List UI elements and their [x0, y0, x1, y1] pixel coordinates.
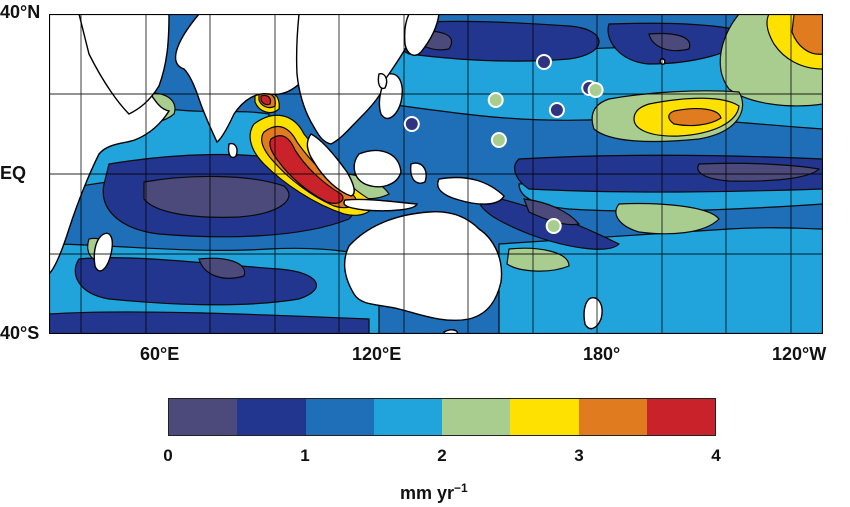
- lat-label-eq: EQ: [0, 163, 27, 183]
- graticule: [49, 14, 823, 334]
- colorbar-segment-1: [237, 399, 306, 435]
- rate-map: [48, 13, 824, 335]
- marker-green-2: [490, 132, 507, 148]
- colorbar-tick-1: 1: [300, 446, 310, 465]
- marker-green-3: [587, 82, 604, 98]
- colorbar-tick-2: 2: [437, 446, 447, 465]
- lat-label-40s: 40°S: [0, 323, 40, 343]
- lon-label-120w: 120°W: [772, 344, 827, 364]
- colorbar-tick-0: 0: [163, 446, 173, 465]
- lon-label-180: 180°: [583, 344, 621, 364]
- marker-dark-3: [548, 102, 565, 118]
- marker-dark-2: [536, 54, 552, 70]
- colorbar-tick-3: 3: [574, 446, 584, 465]
- colorbar-segment-2: [305, 399, 374, 435]
- colorbar-segment-0: [169, 399, 238, 435]
- lon-label-120e: 120°E: [352, 344, 402, 364]
- station-markers: [403, 54, 604, 234]
- colorbar-units: mm yr−1: [400, 481, 468, 504]
- colorbar: [168, 398, 716, 436]
- colorbar-segment-3: [373, 399, 442, 435]
- map-canvas: [48, 13, 824, 335]
- colorbar-segment-7: [646, 399, 715, 435]
- units-exponent: −1: [454, 481, 468, 495]
- land-masses: [49, 14, 666, 334]
- lon-label-60e: 60°E: [140, 344, 180, 364]
- marker-green-4: [545, 218, 562, 234]
- marker-dark-1: [403, 116, 420, 132]
- map-border: [48, 13, 824, 335]
- colorbar-segment-5: [510, 399, 579, 435]
- colorbar-segment-4: [442, 399, 511, 435]
- colorbar-segment-6: [578, 399, 647, 435]
- lat-label-40n: 40°N: [0, 2, 41, 22]
- units-text: mm yr: [400, 483, 455, 503]
- colorbar-tick-4: 4: [711, 446, 721, 465]
- marker-green-1: [487, 92, 504, 108]
